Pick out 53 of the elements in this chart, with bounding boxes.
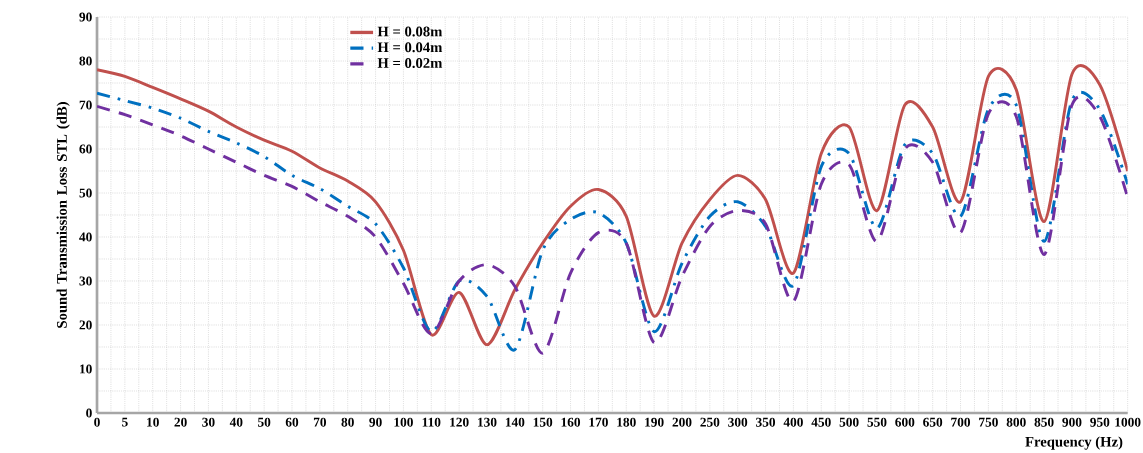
x-tick-label: 170 — [589, 417, 608, 427]
x-tick-label: 120 — [450, 417, 469, 427]
x-tick-label: 5 — [122, 417, 128, 427]
x-tick-label: 700 — [951, 417, 971, 427]
x-tick-label: 850 — [1034, 417, 1054, 427]
x-tick-label: 80 — [341, 417, 354, 427]
y-axis-title: Sound Transmission Loss STL (dB) — [56, 102, 70, 328]
y-tick-label: 90 — [79, 12, 92, 22]
x-tick-label: 40 — [229, 417, 243, 427]
x-tick-label: 100 — [394, 417, 413, 427]
x-tick-label: 50 — [258, 417, 271, 427]
x-tick-label: 0 — [94, 417, 100, 427]
x-tick-label: 1000 — [1115, 417, 1141, 427]
x-tick-label: 450 — [811, 417, 831, 427]
x-tick-label: 800 — [1006, 417, 1026, 427]
x-tick-label: 650 — [923, 417, 943, 427]
x-tick-label: 350 — [756, 417, 776, 427]
y-tick-label: 50 — [79, 188, 92, 198]
x-tick-label: 190 — [645, 417, 664, 427]
x-tick-label: 30 — [202, 417, 215, 427]
x-tick-label: 400 — [783, 417, 803, 427]
legend-label: H = 0.04m — [377, 42, 443, 53]
y-tick-label: 0 — [86, 408, 92, 418]
y-tick-label: 30 — [79, 276, 92, 286]
x-tick-label: 500 — [839, 417, 859, 427]
x-tick-label: 300 — [728, 417, 748, 427]
legend-label: H = 0.08m — [377, 26, 443, 37]
x-tick-label: 110 — [422, 417, 441, 427]
x-tick-label: 200 — [672, 417, 692, 427]
y-tick-label: 40 — [79, 232, 92, 242]
y-tick-label: 20 — [79, 320, 92, 330]
y-tick-label: 70 — [79, 100, 92, 110]
x-tick-label: 600 — [895, 417, 915, 427]
x-tick-label: 20 — [174, 417, 187, 427]
legend-label: H = 0.02m — [377, 58, 443, 69]
x-tick-label: 10 — [147, 417, 159, 427]
x-axis-title: Frequency (Hz) — [1025, 436, 1123, 450]
y-tick-label: 60 — [79, 144, 92, 154]
x-tick-label: 900 — [1062, 417, 1082, 427]
x-tick-label: 150 — [533, 417, 553, 427]
x-tick-label: 70 — [313, 417, 327, 427]
x-tick-label: 950 — [1090, 417, 1110, 427]
x-tick-label: 250 — [700, 417, 720, 427]
x-tick-label: 750 — [979, 417, 998, 427]
x-tick-label: 180 — [617, 417, 636, 427]
y-tick-label: 80 — [79, 56, 92, 66]
y-tick-label: 10 — [80, 364, 92, 374]
x-tick-label: 90 — [369, 417, 382, 427]
x-tick-label: 130 — [478, 417, 497, 427]
x-tick-label: 160 — [561, 417, 581, 427]
x-tick-label: 140 — [505, 417, 525, 427]
x-tick-label: 550 — [867, 417, 887, 427]
x-tick-label: 60 — [285, 417, 299, 427]
